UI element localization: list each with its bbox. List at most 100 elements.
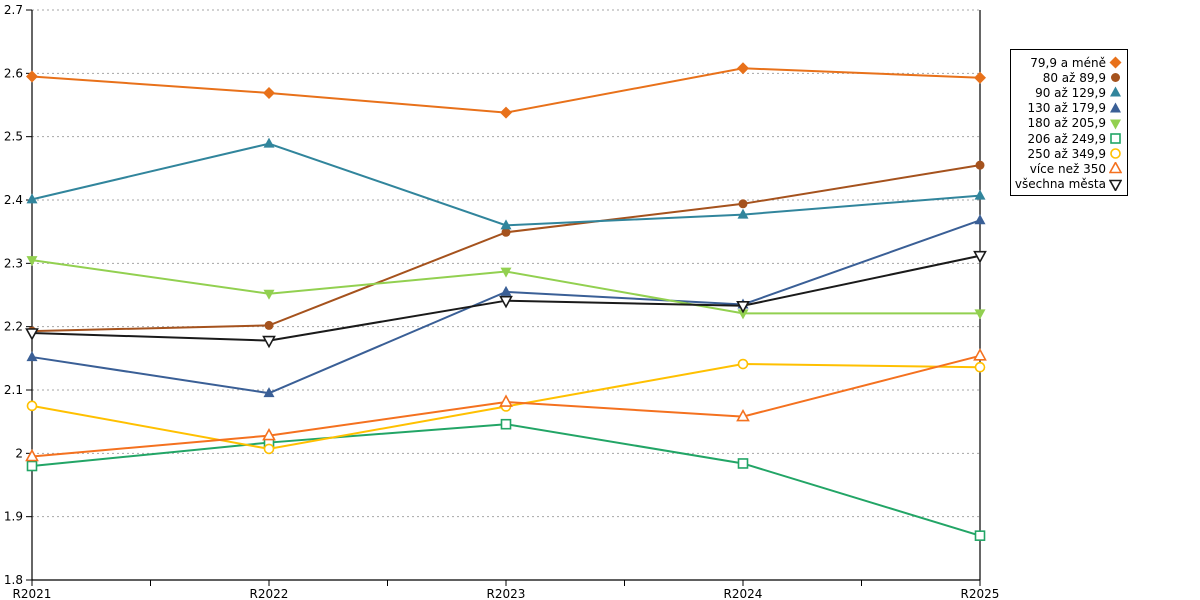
square-marker [1110, 133, 1121, 144]
y-axis-label: 2.3 [4, 256, 23, 270]
triangle-down-marker [262, 335, 276, 349]
triangle-up-marker [1109, 162, 1122, 174]
triangle-up-marker [25, 448, 39, 462]
legend-item: 180 až 205,9 [1013, 116, 1122, 131]
legend-item: 250 až 349,9 [1013, 146, 1122, 161]
square-legend-icon [1110, 133, 1121, 144]
circle-marker [264, 320, 274, 330]
diamond-marker [26, 70, 38, 83]
x-axis-label: R2025 [961, 587, 1000, 600]
triangle-up-legend-icon [1109, 162, 1122, 174]
legend-item: 130 až 179,9 [1013, 101, 1122, 116]
legend-item: více než 350 [1013, 161, 1122, 176]
triangle-up-marker [263, 137, 275, 148]
diamond-marker [500, 106, 512, 119]
triangle-down-marker [1109, 179, 1122, 191]
y-axis-label: 1.9 [4, 510, 23, 524]
diamond-marker [263, 86, 275, 99]
diamond-legend-icon [1109, 56, 1122, 69]
triangle-up-marker [974, 214, 986, 225]
series-line [31, 142, 981, 227]
square-marker [974, 530, 986, 541]
triangle-down-legend-icon [1110, 119, 1121, 130]
y-axis-label: 2 [15, 446, 23, 460]
circle-legend-icon [1110, 148, 1121, 160]
legend-label: 206 až 249,9 [1027, 131, 1106, 146]
circle-marker [974, 361, 986, 373]
series-line [31, 423, 981, 537]
series-7 [25, 348, 987, 462]
circle-marker [1111, 73, 1120, 83]
circle-marker [263, 443, 275, 455]
triangle-up-legend-icon [1110, 102, 1121, 113]
legend-label: více než 350 [1029, 161, 1106, 176]
square-marker [737, 458, 749, 469]
x-axis-label: R2024 [724, 587, 763, 600]
x-axis-label: R2021 [13, 587, 52, 600]
series-8 [25, 250, 987, 349]
legend-item: 80 až 89,9 [1013, 70, 1122, 85]
triangle-up-marker [26, 351, 38, 362]
triangle-up-marker [973, 348, 987, 361]
series-line [31, 67, 981, 114]
triangle-down-marker [25, 328, 39, 341]
circle-marker [26, 400, 38, 412]
circle-marker [975, 160, 985, 170]
x-axis-label: R2022 [250, 587, 289, 600]
circle-legend-icon [1111, 73, 1120, 83]
legend-item: 206 až 249,9 [1013, 131, 1122, 146]
triangle-down-legend-icon [1109, 179, 1122, 191]
triangle-up-marker [1110, 102, 1121, 113]
triangle-up-marker [736, 408, 750, 422]
y-axis-label: 2.1 [4, 383, 23, 397]
triangle-down-marker [500, 267, 512, 278]
diamond-marker [737, 62, 749, 75]
triangle-up-legend-icon [1110, 86, 1121, 97]
triangle-up-marker [26, 193, 38, 204]
series-1 [27, 160, 985, 336]
triangle-up-marker [1110, 86, 1121, 97]
y-axis-label: 2.2 [4, 320, 23, 334]
legend-item: všechna města [1013, 177, 1122, 192]
y-axis-label: 2.6 [4, 66, 23, 80]
square-marker [26, 460, 38, 472]
triangle-down-marker [974, 309, 986, 320]
x-axis-label: R2023 [487, 587, 526, 600]
legend-label: 80 až 89,9 [1042, 70, 1106, 85]
triangle-down-marker [263, 289, 275, 300]
triangle-up-marker [262, 427, 276, 441]
triangle-up-marker [500, 285, 512, 296]
legend-label: 130 až 179,9 [1027, 101, 1106, 116]
triangle-up-marker [974, 189, 986, 200]
y-axis-label: 2.4 [4, 193, 23, 207]
diamond-marker [974, 71, 986, 84]
triangle-down-marker [499, 295, 513, 309]
legend-label: 180 až 205,9 [1027, 116, 1106, 131]
legend-label: 250 až 349,9 [1027, 146, 1106, 161]
triangle-up-marker [263, 387, 275, 398]
triangle-up-marker [500, 219, 512, 230]
series-0 [26, 62, 986, 119]
triangle-up-marker [499, 394, 513, 407]
square-marker [500, 418, 512, 430]
y-axis-label: 2.7 [4, 3, 23, 17]
legend-item: 90 až 129,9 [1013, 85, 1122, 100]
series-5 [26, 418, 986, 541]
triangle-down-marker [973, 250, 987, 264]
triangle-up-marker [737, 208, 749, 219]
triangle-down-marker [1110, 119, 1121, 130]
triangle-down-marker [26, 256, 38, 267]
circle-marker [738, 199, 748, 209]
legend-label: 79,9 a méně [1030, 55, 1106, 70]
circle-marker [737, 358, 749, 370]
circle-marker [1110, 148, 1121, 160]
series-4 [26, 256, 986, 320]
legend-label: 90 až 129,9 [1035, 85, 1106, 100]
triangle-down-marker [737, 309, 749, 320]
legend-label: všechna města [1014, 177, 1106, 192]
diamond-marker [1109, 56, 1122, 69]
circle-marker [501, 227, 511, 237]
y-axis-label: 2.5 [4, 130, 23, 144]
